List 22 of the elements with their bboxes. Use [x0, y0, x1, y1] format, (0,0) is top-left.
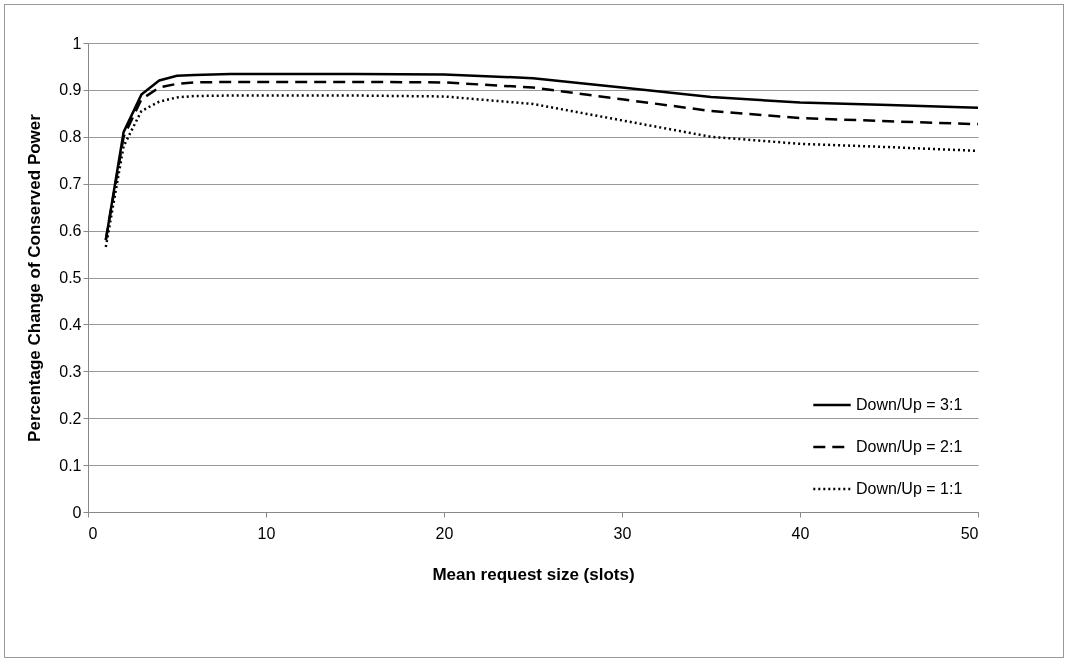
y-tick-label: 1 [72, 34, 82, 52]
x-tick-label: 10 [257, 524, 276, 542]
x-tick-label: 0 [88, 524, 98, 542]
y-tick-label: 0.1 [59, 456, 82, 474]
legend-label: Down/Up = 2:1 [856, 438, 963, 455]
x-tick-label: 50 [960, 524, 979, 542]
y-tick-label: 0.3 [59, 362, 82, 380]
y-tick-label: 0.9 [59, 81, 82, 99]
y-tick-label: 0.4 [59, 315, 82, 333]
y-tick-label: 0.8 [59, 128, 82, 146]
y-tick-label: 0.5 [59, 269, 82, 286]
y-tick-label: 0.2 [59, 409, 82, 427]
y-tick-label: 0 [72, 503, 82, 521]
x-tick-label: 40 [791, 524, 810, 542]
y-tick-label: 0.6 [59, 222, 82, 240]
x-tick-label: 20 [435, 524, 454, 542]
y-axis-title: Percentage Change of Conserved Power [25, 113, 45, 442]
legend-label: Down/Up = 1:1 [856, 480, 963, 497]
x-tick-label: 30 [613, 524, 632, 542]
legend-label: Down/Up = 3:1 [856, 396, 963, 413]
y-tick-label: 0.7 [59, 175, 82, 193]
x-axis-title: Mean request size (slots) [432, 564, 635, 584]
